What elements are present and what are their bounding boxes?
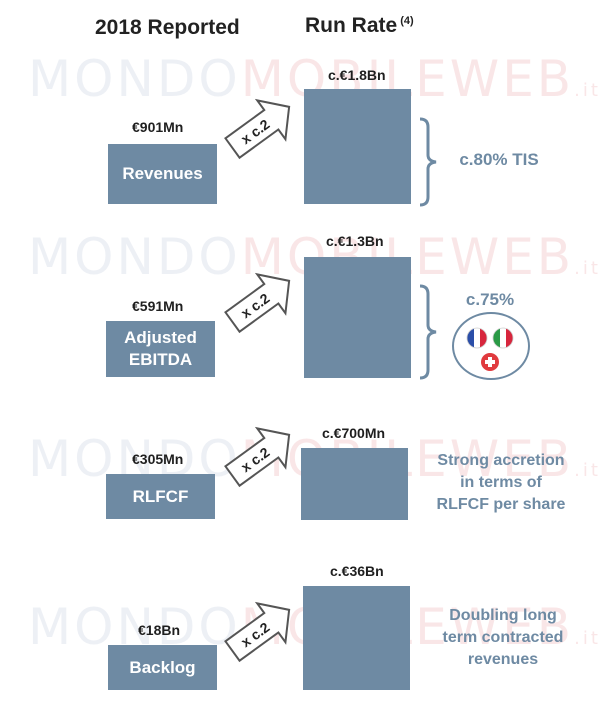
revenues-note: c.80% TIS xyxy=(459,150,539,169)
revenues-reported-box: Revenues xyxy=(108,144,217,204)
rlfcf-note-line1: Strong accretion xyxy=(437,452,565,469)
ebitda-label-line2: EBITDA xyxy=(128,350,193,369)
rlfcf-label: RLFCF xyxy=(132,486,189,506)
rlfcf-note: Strong accretion in terms of RLFCF per s… xyxy=(428,450,574,516)
watermark: MONDOMOBILEWEB.it xyxy=(28,50,601,108)
backlog-note-line3: revenues xyxy=(467,651,539,668)
rlfcf-note-line2: in terms of xyxy=(460,474,542,491)
backlog-reported-value: €18Bn xyxy=(138,622,181,638)
revenues-runrate-box xyxy=(304,89,411,204)
bracket-icon xyxy=(419,284,437,380)
rlfcf-reported-box: RLFCF xyxy=(106,474,215,519)
italy-flag-icon xyxy=(493,328,513,348)
backlog-note: Doubling long term contracted revenues xyxy=(430,605,576,671)
ebitda-label-line1: Adjusted xyxy=(124,328,197,347)
backlog-reported-box: Backlog xyxy=(108,645,217,690)
france-flag-icon xyxy=(467,328,487,348)
ebitda-runrate-value: c.€1.3Bn xyxy=(326,233,384,249)
backlog-note-line1: Doubling long xyxy=(449,607,557,624)
backlog-note-line2: term contracted xyxy=(442,629,564,646)
country-flags-badge xyxy=(452,312,530,380)
ebitda-reported-box: Adjusted EBITDA xyxy=(106,321,215,377)
rlfcf-runrate-value: c.€700Mn xyxy=(322,425,386,441)
revenues-label: Revenues xyxy=(122,164,203,183)
ebitda-runrate-box xyxy=(304,257,411,378)
backlog-runrate-value: c.€36Bn xyxy=(330,563,384,579)
rlfcf-reported-value: €305Mn xyxy=(132,451,184,467)
backlog-label: Backlog xyxy=(129,657,196,677)
switzerland-flag-icon xyxy=(481,353,499,371)
run-rate-title: Run Rate xyxy=(305,14,398,37)
backlog-runrate-box xyxy=(303,586,410,690)
growth-arrow: x c.2 xyxy=(224,426,291,488)
growth-arrow: x c.2 xyxy=(224,272,291,334)
revenues-runrate-value: c.€1.8Bn xyxy=(328,67,386,83)
rlfcf-runrate-box xyxy=(301,448,408,520)
rlfcf-note-line3: RLFCF per share xyxy=(436,496,566,513)
growth-arrow: x c.2 xyxy=(224,98,291,160)
ebitda-note: c.75% xyxy=(465,290,515,309)
ebitda-reported-value: €591Mn xyxy=(132,298,184,314)
run-rate-header: Run Rate (4) xyxy=(305,14,414,38)
growth-arrow: x c.2 xyxy=(224,601,291,663)
reported-header: 2018 Reported xyxy=(95,16,240,39)
run-rate-footnote: (4) xyxy=(400,15,414,27)
bracket-icon xyxy=(419,117,437,207)
revenues-reported-value: €901Mn xyxy=(132,119,184,135)
